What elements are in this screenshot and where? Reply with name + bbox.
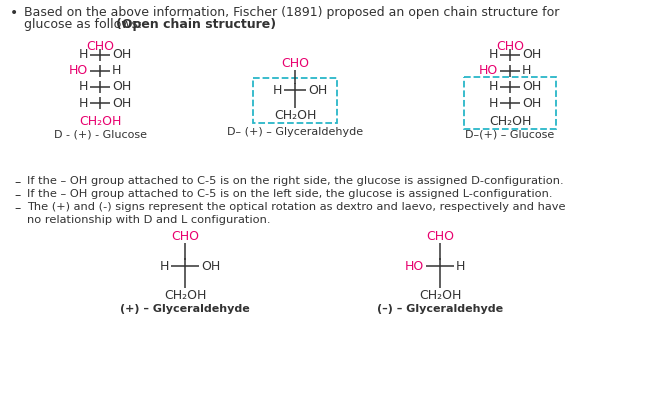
- Text: D - (+) - Glucose: D - (+) - Glucose: [54, 129, 146, 139]
- Text: H: H: [79, 81, 88, 93]
- Text: •: •: [10, 6, 18, 20]
- Text: glucose as follows:: glucose as follows:: [24, 18, 146, 31]
- Text: HO: HO: [478, 65, 498, 78]
- Text: H: H: [488, 48, 498, 62]
- Text: CH₂OH: CH₂OH: [488, 115, 531, 128]
- Text: OH: OH: [522, 48, 541, 62]
- Text: HO: HO: [68, 65, 88, 78]
- Text: If the – OH group attached to C-5 is on the right side, the glucose is assigned : If the – OH group attached to C-5 is on …: [27, 176, 564, 186]
- Text: Based on the above information, Fischer (1891) proposed an open chain structure : Based on the above information, Fischer …: [24, 6, 560, 19]
- Text: (–) – Glyceraldehyde: (–) – Glyceraldehyde: [377, 304, 503, 314]
- Text: H: H: [488, 97, 498, 109]
- Text: H: H: [522, 65, 531, 78]
- Text: CH₂OH: CH₂OH: [79, 115, 121, 128]
- Text: If the – OH group attached to C-5 is on the left side, the glucose is assigned L: If the – OH group attached to C-5 is on …: [27, 189, 552, 199]
- Text: H: H: [272, 83, 282, 97]
- Text: OH: OH: [308, 83, 327, 97]
- Text: CH₂OH: CH₂OH: [419, 289, 461, 302]
- Text: D–(+) – Glucose: D–(+) – Glucose: [466, 129, 555, 139]
- Text: OH: OH: [522, 81, 541, 93]
- Text: OH: OH: [112, 81, 132, 93]
- Text: CH₂OH: CH₂OH: [274, 109, 316, 122]
- Text: OH: OH: [522, 97, 541, 109]
- Text: –: –: [14, 176, 20, 189]
- Text: CHO: CHO: [496, 40, 524, 53]
- Text: no relationship with D and L configuration.: no relationship with D and L configurati…: [27, 215, 270, 225]
- Text: OH: OH: [112, 48, 132, 62]
- Text: CH₂OH: CH₂OH: [164, 289, 206, 302]
- Text: –: –: [14, 189, 20, 202]
- Text: OH: OH: [201, 259, 220, 272]
- Text: CHO: CHO: [171, 230, 199, 243]
- Text: (Open chain structure): (Open chain structure): [116, 18, 276, 31]
- Text: D– (+) – Glyceraldehyde: D– (+) – Glyceraldehyde: [227, 127, 363, 137]
- Text: OH: OH: [112, 97, 132, 109]
- Text: H: H: [456, 259, 466, 272]
- Text: CHO: CHO: [426, 230, 454, 243]
- Text: H: H: [112, 65, 121, 78]
- Text: (+) – Glyceraldehyde: (+) – Glyceraldehyde: [120, 304, 250, 314]
- Text: CHO: CHO: [86, 40, 114, 53]
- Text: H: H: [79, 48, 88, 62]
- Bar: [253, 78, 337, 123]
- Text: CHO: CHO: [281, 57, 309, 70]
- Text: H: H: [79, 97, 88, 109]
- Text: H: H: [160, 259, 169, 272]
- Text: The (+) and (-) signs represent the optical rotation as dextro and laevo, respec: The (+) and (-) signs represent the opti…: [27, 202, 566, 212]
- Text: H: H: [488, 81, 498, 93]
- Text: –: –: [14, 202, 20, 215]
- Bar: [464, 77, 556, 129]
- Text: HO: HO: [405, 259, 424, 272]
